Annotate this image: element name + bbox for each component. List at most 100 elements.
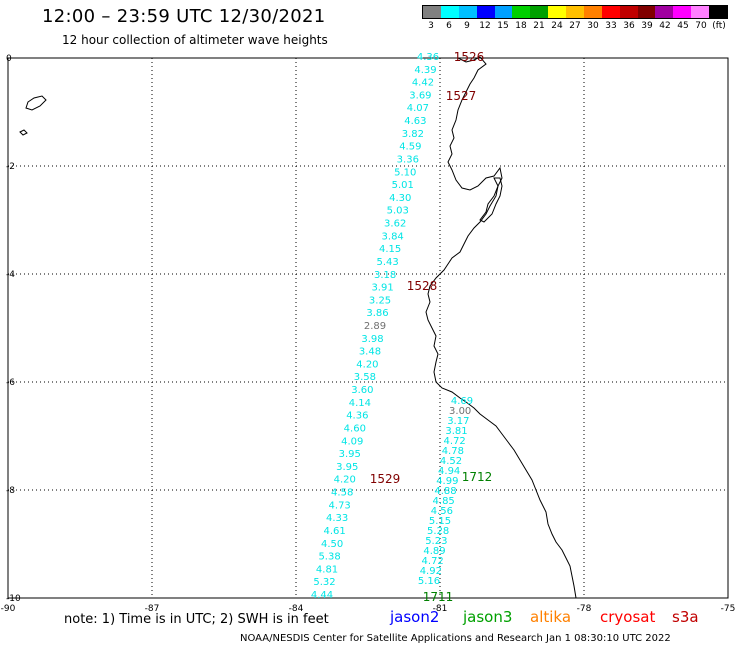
x-tick-label: -81 <box>433 604 448 614</box>
legend-swatch <box>655 6 674 18</box>
wave-height-value: 4.44 <box>311 590 333 601</box>
y-tick-label: -6 <box>6 378 15 388</box>
wave-height-value: 4.58 <box>331 488 353 499</box>
wave-height-value: 4.39 <box>414 65 436 76</box>
y-tick-label: -10 <box>6 594 21 604</box>
legend-swatch <box>691 6 709 18</box>
legend-swatch <box>709 6 727 18</box>
wave-height-value: 4.63 <box>404 116 426 127</box>
wave-height-value: 5.10 <box>394 167 416 178</box>
wave-height-value: 4.78 <box>442 446 464 457</box>
legend-swatch <box>619 6 638 18</box>
legend-tick-label: 39 <box>641 21 653 31</box>
wave-height-value: 4.59 <box>399 142 421 153</box>
wave-height-value: 5.03 <box>387 206 409 217</box>
legend-tick-label: 45 <box>677 21 689 31</box>
y-tick-label: 0 <box>6 54 12 64</box>
legend-tick-label: 24 <box>551 21 563 31</box>
legend-swatch <box>440 6 459 18</box>
satellite-label-cryosat: cryosat <box>600 608 656 626</box>
wave-height-value: 4.15 <box>379 244 401 255</box>
legend-tick-label: 70 <box>695 21 707 31</box>
wave-height-value: 3.00 <box>449 406 471 417</box>
wave-height-value: 3.17 <box>447 416 469 427</box>
gulf-island <box>479 177 503 223</box>
wave-height-value: 5.23 <box>425 536 447 547</box>
wave-height-value: 4.89 <box>423 546 445 557</box>
legend-tick-label: (ft) <box>712 21 726 31</box>
wave-height-value: 4.72 <box>444 436 466 447</box>
legend-tick-label: 3 <box>428 21 434 31</box>
wave-height-value: 4.72 <box>422 556 444 567</box>
legend-tick-label: 33 <box>605 21 617 31</box>
legend-swatch <box>583 6 602 18</box>
wave-height-value: 4.14 <box>349 398 371 409</box>
track-right-values: 4.693.003.173.814.724.784.524.944.994.88… <box>418 396 473 587</box>
wave-height-value: 3.69 <box>409 90 431 101</box>
mainland-coastline <box>425 56 577 599</box>
credit-line: NOAA/NESDIS Center for Satellite Applica… <box>240 633 671 644</box>
track-time-label: 1711 <box>423 590 454 604</box>
footer-note: note: 1) Time is in UTC; 2) SWH is in fe… <box>64 612 329 627</box>
wave-height-color-legend <box>422 5 728 19</box>
legend-swatch <box>673 6 692 18</box>
legend-tick-label: 15 <box>497 21 509 31</box>
wave-height-value: 3.81 <box>445 426 467 437</box>
wave-height-value: 3.36 <box>397 154 419 165</box>
wave-height-value: 3.62 <box>384 219 406 230</box>
wave-height-value: 4.30 <box>389 193 411 204</box>
legend-tick-label: 9 <box>464 21 470 31</box>
legend-tick-label: 18 <box>515 21 527 31</box>
legend-swatch <box>637 6 656 18</box>
wave-height-value: 5.28 <box>427 526 449 537</box>
map-grid <box>7 57 729 599</box>
wave-height-value: 3.95 <box>339 449 361 460</box>
legend-tick-label: 36 <box>623 21 635 31</box>
wave-height-value: 4.50 <box>321 539 343 550</box>
wave-height-value: 4.07 <box>407 103 429 114</box>
map-frame <box>7 57 729 599</box>
legend-swatch <box>423 6 441 18</box>
x-tick-label: -90 <box>1 604 16 614</box>
map-title: 12:00 – 23:59 UTC 12/30/2021 <box>42 6 326 27</box>
y-tick-label: -2 <box>6 162 15 172</box>
wave-height-value: 4.33 <box>326 513 348 524</box>
wave-height-value: 4.61 <box>323 526 345 537</box>
x-tick-label: -84 <box>289 604 304 614</box>
legend-tick-label: 6 <box>446 21 452 31</box>
wave-height-value: 3.82 <box>402 129 424 140</box>
track-time-label: 1526 <box>454 50 485 64</box>
wave-height-value: 4.09 <box>341 436 363 447</box>
legend-tick-label: 12 <box>479 21 491 31</box>
axis-labels: -90 -87 -84 -81 -78 -75 0 -2 -4 -6 -8 -10 <box>1 54 736 614</box>
wave-height-value: 4.88 <box>434 486 456 497</box>
wave-height-value: 3.91 <box>371 283 393 294</box>
wave-height-value: 4.94 <box>438 466 460 477</box>
wave-height-value: 4.36 <box>346 411 368 422</box>
legend-swatch <box>458 6 477 18</box>
y-tick-label: -8 <box>6 486 15 496</box>
wave-height-value: 3.18 <box>374 270 396 281</box>
wave-height-value: 4.20 <box>356 359 378 370</box>
wave-height-value: 4.52 <box>440 456 462 467</box>
track-time-label: 1712 <box>462 470 493 484</box>
legend-tick-label: 21 <box>533 21 545 31</box>
wave-height-value: 4.81 <box>316 564 338 575</box>
wave-height-value: 5.16 <box>418 576 440 587</box>
legend-swatch <box>548 6 566 18</box>
wave-height-value: 4.56 <box>431 506 453 517</box>
wave-height-value: 3.25 <box>369 295 391 306</box>
wave-height-value: 3.86 <box>366 308 388 319</box>
time-labels: 1526 1527 1528 1529 1712 1711 <box>370 50 493 604</box>
legend-tick-label: 30 <box>587 21 599 31</box>
y-tick-label: -4 <box>6 270 15 280</box>
legend-tick-label: 27 <box>569 21 581 31</box>
legend-swatch <box>476 6 495 18</box>
island-small <box>19 129 28 136</box>
map-subtitle: 12 hour collection of altimeter wave hei… <box>62 33 328 47</box>
wave-height-value: 2.89 <box>364 321 386 332</box>
satellite-label-s3a: s3a <box>672 608 699 626</box>
legend-tick-labels: 3 6 9 12 15 18 21 24 27 30 33 36 39 42 45 70 (ft) <box>422 21 728 33</box>
legend-swatch <box>512 6 531 18</box>
